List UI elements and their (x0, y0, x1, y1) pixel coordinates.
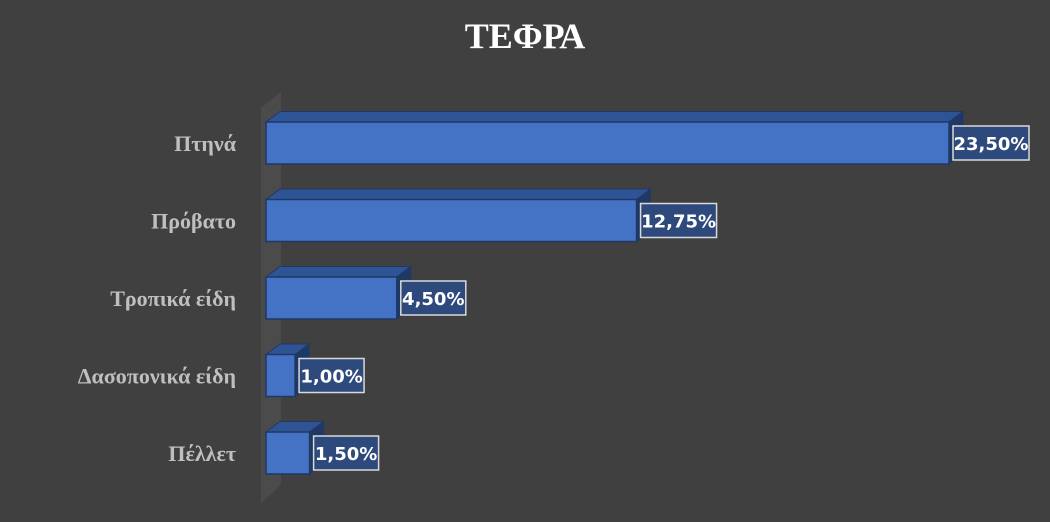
category-label: Πέλλετ (168, 441, 236, 466)
data-label-value: 12,75% (641, 212, 716, 233)
data-label: 1,00% (298, 357, 365, 394)
data-label-value: 1,00% (300, 367, 362, 388)
category-label: Πτηνά (174, 131, 237, 156)
bar (264, 110, 965, 165)
bar-front-face (265, 276, 398, 320)
data-label: 1,50% (312, 435, 380, 471)
bar-front-face (265, 431, 311, 475)
bar-top-face (264, 266, 413, 278)
data-label-box (639, 202, 718, 239)
bar-front-face (265, 121, 950, 165)
category-label: Δασοπονικά είδη (78, 364, 236, 389)
bar (264, 265, 413, 320)
bar-front-face (265, 198, 638, 243)
data-label-box (400, 280, 467, 316)
data-label: 12,75% (639, 202, 718, 239)
bar-top-face (264, 111, 965, 123)
data-label-box (298, 357, 365, 394)
category-label: Πρόβατο (151, 209, 236, 234)
data-label-box (952, 125, 1030, 161)
data-label: 23,50% (952, 125, 1030, 161)
data-label: 4,50% (400, 280, 467, 316)
data-label-box (312, 435, 380, 471)
chart-title: ΤΕΦΡΑ (465, 16, 586, 56)
bar-front-face (265, 353, 296, 398)
bar (264, 188, 653, 243)
data-label-value: 23,50% (954, 134, 1029, 155)
bar-top-face (264, 188, 653, 200)
category-label: Τροπικά είδη (110, 286, 236, 311)
data-label-value: 1,50% (315, 444, 377, 465)
data-label-value: 4,50% (402, 289, 464, 310)
